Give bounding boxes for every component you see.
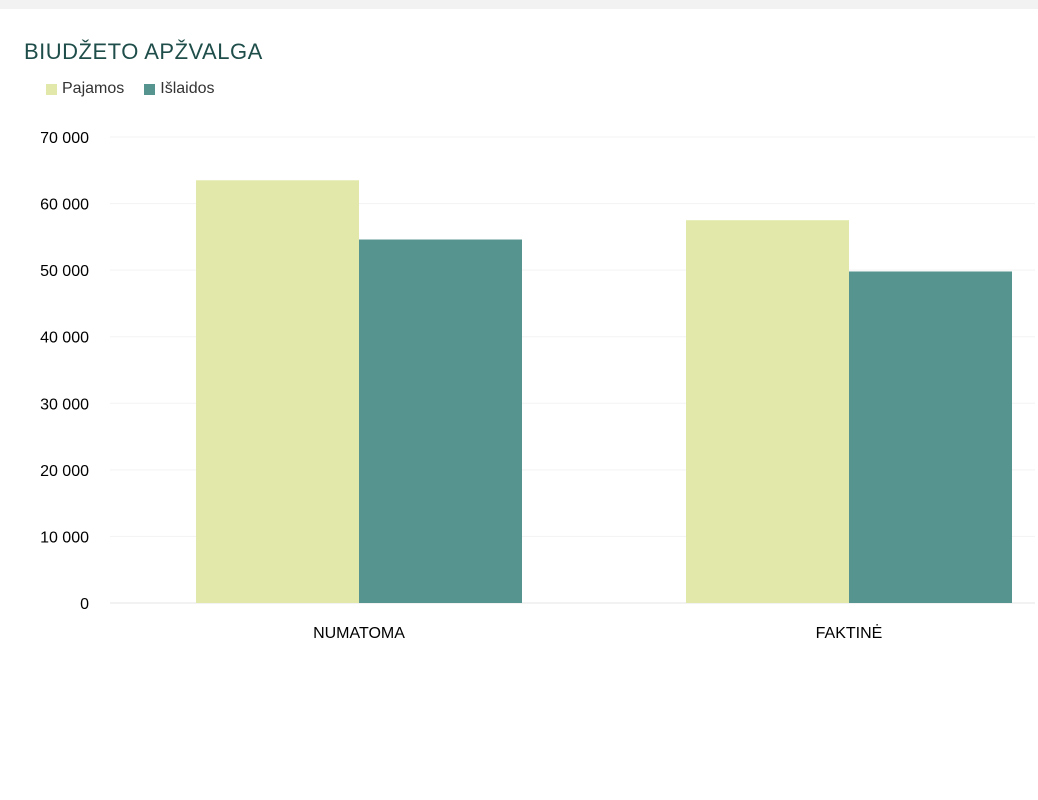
y-tick-label: 40 000 <box>40 330 89 347</box>
y-tick-label: 50 000 <box>40 263 89 280</box>
y-tick-label: 30 000 <box>40 396 89 413</box>
window-top-strip <box>0 0 1038 9</box>
y-tick-label: 0 <box>80 596 89 613</box>
legend-label-pajamos: Pajamos <box>62 80 125 97</box>
legend: Pajamos Išlaidos <box>46 80 235 98</box>
bar-pajamos-numatoma <box>196 180 359 603</box>
chart-title: BIUDŽETO APŽVALGA <box>24 39 263 64</box>
legend-item-islaidos: Išlaidos <box>144 80 215 98</box>
y-tick-label: 60 000 <box>40 197 89 214</box>
legend-swatch-pajamos <box>46 83 57 95</box>
y-tick-label: 20 000 <box>40 463 89 480</box>
y-tick-label: 70 000 <box>40 130 89 147</box>
x-category-label: FAKTINĖ <box>816 623 883 642</box>
bar-islaidos-numatoma <box>359 239 522 603</box>
legend-item-pajamos: Pajamos <box>46 80 124 98</box>
legend-swatch-islaidos <box>144 83 156 95</box>
y-tick-label: 10 000 <box>40 529 89 546</box>
bar-islaidos-faktinė <box>849 271 1012 603</box>
legend-label-islaidos: Išlaidos <box>160 80 215 97</box>
x-category-label: NUMATOMA <box>313 625 405 642</box>
bar-pajamos-faktinė <box>686 220 849 603</box>
